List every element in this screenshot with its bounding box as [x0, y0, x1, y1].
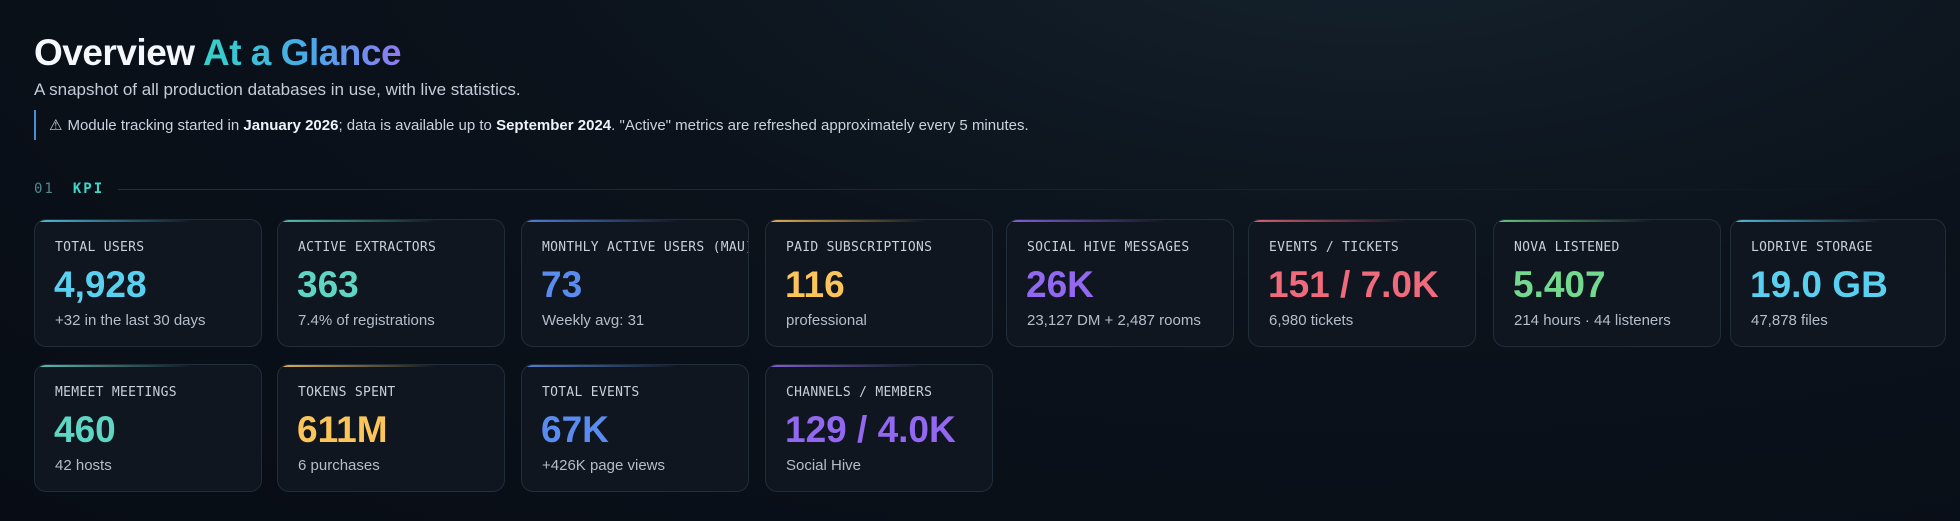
tracking-notice: ⚠ Module tracking started in January 202… [34, 110, 1029, 140]
kpi-card-social-hive-messages: SOCIAL HIVE MESSAGES 26K 23,127 DM + 2,4… [1006, 219, 1234, 347]
kpi-value: 67K [541, 409, 609, 450]
kpi-label: LODRIVE STORAGE [1751, 240, 1873, 255]
kpi-card-events-tickets: EVENTS / TICKETS 151 / 7.0K 6,980 ticket… [1248, 219, 1476, 347]
kpi-card-active-extractors: ACTIVE EXTRACTORS 363 7.4% of registrati… [277, 219, 505, 347]
section-name: KPI [72, 181, 105, 197]
warning-icon: ⚠ [49, 117, 63, 134]
kpi-card-tokens-spent: TOKENS SPENT 611M 6 purchases [277, 364, 505, 492]
kpi-subtext: 23,127 DM + 2,487 rooms [1027, 312, 1201, 329]
kpi-value: 363 [297, 264, 359, 305]
kpi-value: 116 [785, 264, 845, 305]
kpi-label: ACTIVE EXTRACTORS [298, 240, 437, 255]
kpi-subtext: +426K page views [542, 457, 666, 474]
kpi-value: 151 / 7.0K [1268, 264, 1439, 305]
kpi-value: 5.407 [1513, 264, 1606, 305]
page-subtitle: A snapshot of all production databases i… [34, 80, 521, 99]
notice-text-2: ; data is available up to [338, 116, 492, 134]
kpi-label: MEMEET MEETINGS [55, 385, 177, 400]
kpi-label: EVENTS / TICKETS [1269, 240, 1400, 255]
kpi-label: SOCIAL HIVE MESSAGES [1027, 240, 1190, 255]
kpi-value: 73 [541, 264, 583, 305]
kpi-card-mau: MONTHLY ACTIVE USERS (MAU) 73 Weekly avg… [521, 219, 749, 347]
kpi-value: 26K [1026, 264, 1094, 305]
kpi-subtext: 6,980 tickets [1269, 312, 1354, 329]
kpi-label: NOVA LISTENED [1514, 240, 1620, 255]
notice-start-date: January 2026 [243, 116, 339, 134]
kpi-value: 4,928 [54, 264, 147, 305]
page-title: Overview At a Glance [34, 30, 402, 76]
kpi-label: TOTAL USERS [55, 240, 145, 255]
kpi-card-channels-members: CHANNELS / MEMBERS 129 / 4.0K Social Hiv… [765, 364, 993, 492]
kpi-value: 19.0 GB [1750, 264, 1888, 305]
kpi-subtext: 214 hours · 44 listeners [1514, 312, 1671, 329]
kpi-subtext: Social Hive [786, 457, 862, 474]
kpi-subtext: 42 hosts [55, 457, 112, 474]
kpi-subtext: professional [786, 312, 867, 329]
page-title-main: Overview [34, 32, 195, 73]
kpi-card-lodrive-storage: LODRIVE STORAGE 19.0 GB 47,878 files [1730, 219, 1946, 347]
kpi-label: TOKENS SPENT [298, 385, 396, 400]
kpi-label: PAID SUBSCRIPTIONS [786, 240, 933, 255]
section-divider [118, 188, 1944, 190]
notice-text-3: . "Active" metrics are refreshed approxi… [611, 116, 1029, 134]
kpi-label: TOTAL EVENTS [542, 385, 640, 400]
kpi-card-total-events: TOTAL EVENTS 67K +426K page views [521, 364, 749, 492]
kpi-card-memeet-meetings: MEMEET MEETINGS 460 42 hosts [34, 364, 262, 492]
notice-end-date: September 2024 [496, 116, 612, 134]
kpi-card-total-users: TOTAL USERS 4,928 +32 in the last 30 day… [34, 219, 262, 347]
page-header: Overview At a Glance [34, 30, 402, 76]
kpi-value: 611M [297, 409, 388, 450]
kpi-subtext: 7.4% of registrations [298, 312, 435, 329]
section-number: 01 [34, 181, 55, 197]
kpi-subtext: 6 purchases [298, 457, 380, 474]
kpi-value: 129 / 4.0K [785, 409, 956, 450]
kpi-subtext: +32 in the last 30 days [55, 312, 206, 329]
kpi-subtext: Weekly avg: 31 [542, 312, 645, 329]
kpi-card-paid-subscriptions: PAID SUBSCRIPTIONS 116 professional [765, 219, 993, 347]
kpi-label: CHANNELS / MEMBERS [786, 385, 933, 400]
kpi-card-nova-listened: NOVA LISTENED 5.407 214 hours · 44 liste… [1493, 219, 1721, 347]
section-header-kpi: 01 KPI [34, 178, 1944, 200]
kpi-value: 460 [54, 409, 116, 450]
page-title-accent: At a Glance [202, 32, 402, 73]
notice-text-1: Module tracking started in [67, 116, 240, 134]
kpi-label: MONTHLY ACTIVE USERS (MAU) [542, 240, 749, 255]
kpi-subtext: 47,878 files [1751, 312, 1828, 329]
